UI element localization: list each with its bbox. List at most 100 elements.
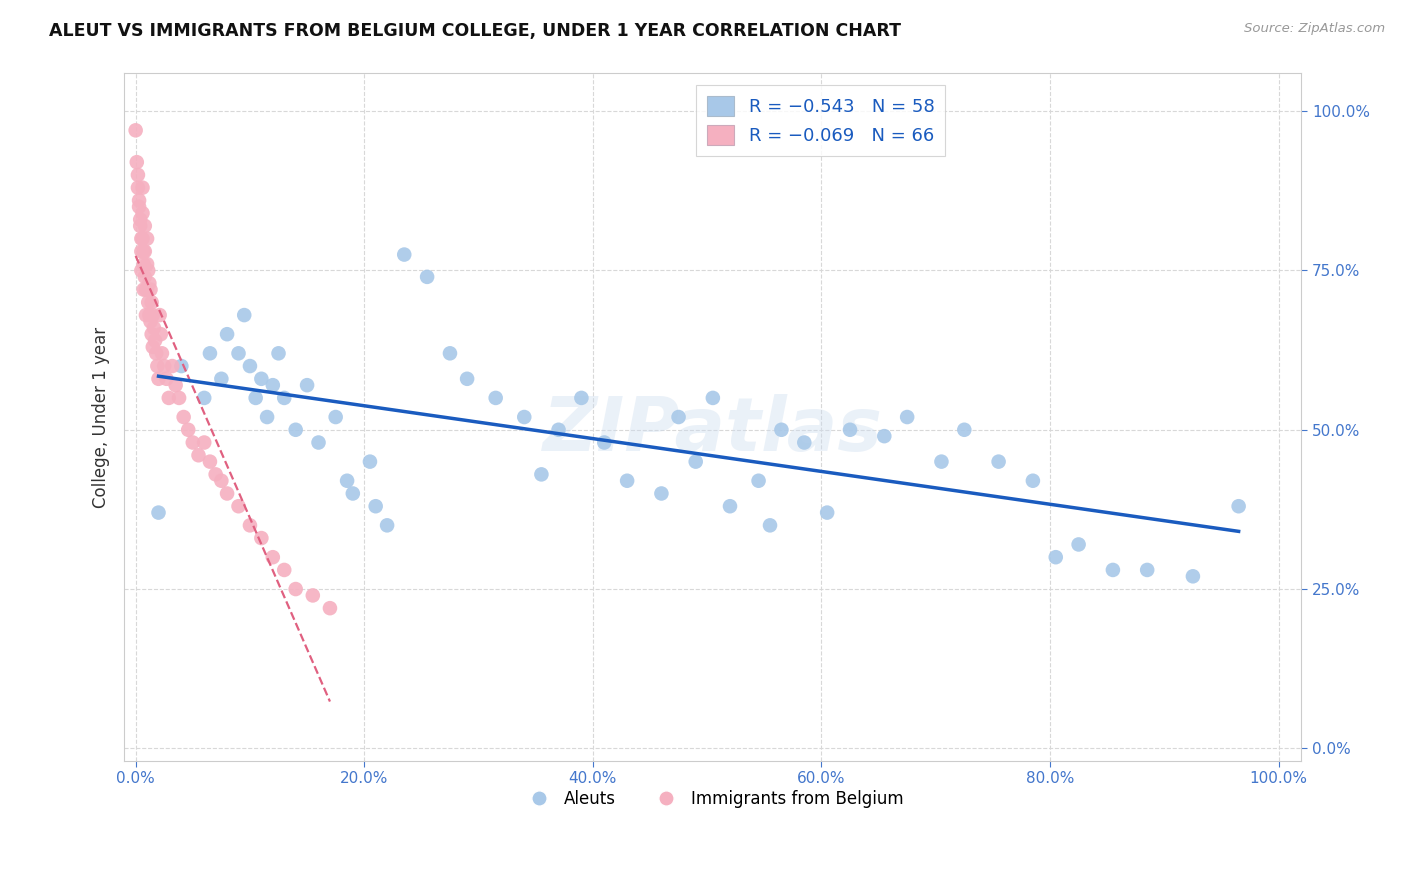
Point xyxy=(217,327,239,342)
Text: ALEUT VS IMMIGRANTS FROM BELGIUM COLLEGE, UNDER 1 YEAR CORRELATION CHART: ALEUT VS IMMIGRANTS FROM BELGIUM COLLEGE… xyxy=(49,22,901,40)
Point xyxy=(217,486,239,500)
Point xyxy=(1045,550,1067,565)
Point xyxy=(177,423,200,437)
Point xyxy=(142,321,165,335)
Point xyxy=(1022,474,1045,488)
Point xyxy=(131,206,153,220)
Point xyxy=(181,435,204,450)
Point xyxy=(702,391,724,405)
Point xyxy=(131,232,153,246)
Point xyxy=(1067,537,1090,551)
Point xyxy=(267,346,290,360)
Point xyxy=(394,247,416,261)
Point xyxy=(439,346,461,360)
Point xyxy=(167,391,190,405)
Point xyxy=(131,244,153,259)
Point xyxy=(128,200,150,214)
Point xyxy=(173,410,195,425)
Point xyxy=(770,423,793,437)
Point xyxy=(193,435,215,450)
Y-axis label: College, Under 1 year: College, Under 1 year xyxy=(93,326,110,508)
Point xyxy=(250,372,273,386)
Point xyxy=(141,295,163,310)
Point xyxy=(987,455,1010,469)
Point xyxy=(134,244,156,259)
Point xyxy=(136,232,159,246)
Point xyxy=(135,283,157,297)
Point xyxy=(193,391,215,405)
Point xyxy=(138,277,160,291)
Point xyxy=(127,180,149,194)
Legend: Aleuts, Immigrants from Belgium: Aleuts, Immigrants from Belgium xyxy=(516,783,910,814)
Point xyxy=(1227,500,1250,514)
Point xyxy=(124,123,146,137)
Point xyxy=(146,359,169,373)
Point xyxy=(142,308,165,322)
Point xyxy=(233,308,256,322)
Point xyxy=(308,435,330,450)
Point xyxy=(129,219,152,233)
Point xyxy=(142,340,165,354)
Point xyxy=(139,283,162,297)
Point xyxy=(284,423,307,437)
Point xyxy=(149,327,172,342)
Point xyxy=(228,500,250,514)
Point xyxy=(128,194,150,208)
Point xyxy=(342,486,364,500)
Point xyxy=(136,263,159,277)
Point xyxy=(793,435,815,450)
Point xyxy=(131,180,153,194)
Point xyxy=(375,518,398,533)
Point xyxy=(131,232,153,246)
Point xyxy=(129,212,152,227)
Point xyxy=(325,410,347,425)
Point xyxy=(1102,563,1125,577)
Point xyxy=(139,314,162,328)
Point xyxy=(187,448,209,462)
Point xyxy=(650,486,672,500)
Point xyxy=(301,589,323,603)
Point xyxy=(815,506,838,520)
Point xyxy=(134,219,156,233)
Point xyxy=(359,455,381,469)
Point xyxy=(143,334,166,348)
Point xyxy=(198,455,221,469)
Point xyxy=(416,269,439,284)
Point xyxy=(748,474,770,488)
Point xyxy=(131,263,153,277)
Point xyxy=(150,346,173,360)
Point xyxy=(953,423,976,437)
Text: ZIPatlas: ZIPatlas xyxy=(543,394,883,467)
Point xyxy=(157,391,180,405)
Point xyxy=(336,474,359,488)
Point xyxy=(245,391,267,405)
Point xyxy=(256,410,278,425)
Point xyxy=(456,372,478,386)
Point xyxy=(1136,563,1159,577)
Point xyxy=(839,423,862,437)
Point xyxy=(931,455,953,469)
Point xyxy=(571,391,593,405)
Point xyxy=(148,372,170,386)
Point xyxy=(160,359,183,373)
Point xyxy=(593,435,616,450)
Point xyxy=(759,518,782,533)
Point xyxy=(141,327,163,342)
Point xyxy=(136,257,159,271)
Point xyxy=(145,346,167,360)
Point xyxy=(165,378,187,392)
Point xyxy=(228,346,250,360)
Point xyxy=(209,372,232,386)
Point xyxy=(136,283,159,297)
Point xyxy=(148,506,170,520)
Point xyxy=(132,244,155,259)
Point xyxy=(239,518,262,533)
Point xyxy=(250,531,273,545)
Point xyxy=(135,308,157,322)
Point xyxy=(284,582,307,596)
Point xyxy=(273,391,295,405)
Point xyxy=(485,391,508,405)
Point xyxy=(873,429,896,443)
Point xyxy=(136,295,159,310)
Point xyxy=(149,308,172,322)
